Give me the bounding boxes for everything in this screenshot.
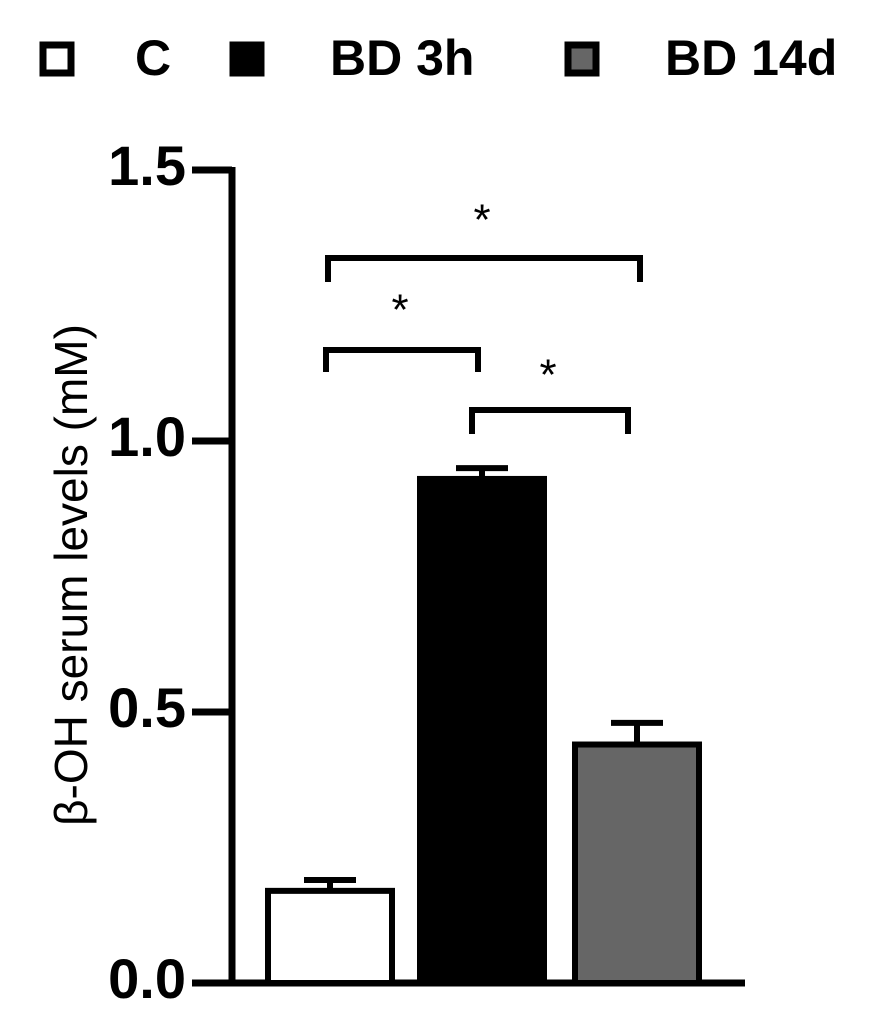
bar [417, 475, 547, 986]
legend-label: C [135, 30, 171, 86]
y-tick-label: 0.5 [108, 676, 186, 739]
bar [572, 741, 702, 987]
y-tick-label: 1.5 [108, 134, 186, 197]
significance-bracket [323, 347, 481, 372]
significance-bracket [325, 255, 643, 282]
legend-swatch [229, 41, 265, 77]
legend-label: BD 14d [665, 30, 837, 86]
significance-label: * [539, 351, 556, 400]
significance-label: * [473, 196, 490, 245]
significance-bracket [469, 407, 631, 434]
legend-swatch [564, 41, 600, 77]
legend-swatch [39, 41, 75, 77]
significance-label: * [391, 286, 408, 335]
y-tick-label: 1.0 [108, 405, 186, 468]
y-tick-label: 0.0 [108, 947, 186, 1010]
legend-label: BD 3h [330, 30, 474, 86]
y-axis-label: β-OH serum levels (mM) [45, 324, 97, 826]
bar [265, 887, 395, 986]
